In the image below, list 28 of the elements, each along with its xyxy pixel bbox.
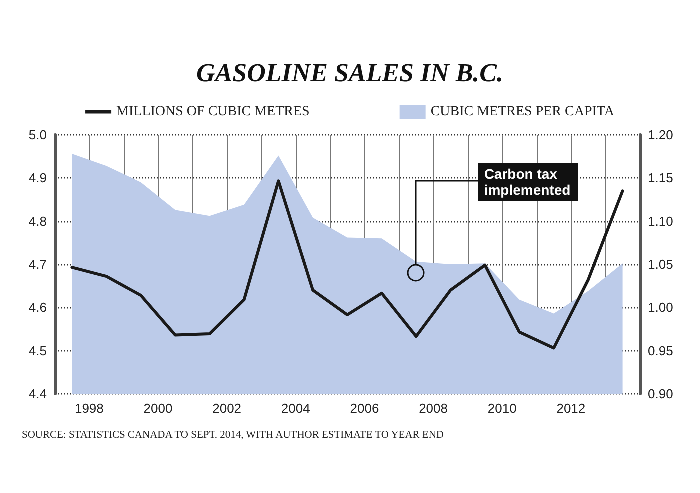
y-tick-label: 4.7 — [28, 257, 47, 272]
y-tick-label: 4.4 — [28, 386, 47, 402]
line-series — [70, 180, 624, 350]
y2-tick-label: 0.95 — [648, 343, 674, 358]
annotation: Carbon tax implemented — [478, 163, 578, 202]
x-tick-label: 2008 — [419, 401, 448, 416]
y2-tick-label: 1.00 — [648, 300, 674, 316]
y-tick-label: 4.8 — [28, 214, 47, 229]
y2-tick-label: 1.05 — [648, 257, 674, 272]
chart-title: GASOLINE SALES IN B.C. — [196, 58, 504, 88]
legend-label: MILLIONS OF CUBIC METRES — [116, 104, 310, 120]
y2-tick-label: 0.90 — [648, 386, 674, 402]
x-tick-label: 2012 — [556, 401, 586, 416]
y-tick-label: 4.6 — [28, 300, 47, 316]
x-tick-label: 2004 — [281, 401, 310, 416]
y-tick-label: 4.5 — [28, 343, 47, 358]
y-tick-label: 5.0 — [28, 128, 47, 142]
x-tick-label: 2006 — [350, 401, 380, 416]
y2-tick-label: 1.15 — [648, 170, 674, 186]
y2-tick-label: 1.20 — [648, 128, 674, 142]
y-tick-label: 4.9 — [28, 170, 47, 186]
y2-tick-label: 1.10 — [648, 214, 674, 229]
source-note: SOURCE: STATISTICS CANADA TO SEPT. 2014, WITH AUTHOR ESTIMATE TO YEAR END — [22, 430, 444, 441]
x-tick-label: 2010 — [488, 401, 517, 416]
x-tick-label: 2000 — [144, 401, 173, 416]
x-tick-label: 2002 — [212, 401, 242, 416]
legend-label: CUBIC METRES PER CAPITA — [430, 104, 616, 120]
x-tick-label: 1998 — [74, 401, 104, 416]
